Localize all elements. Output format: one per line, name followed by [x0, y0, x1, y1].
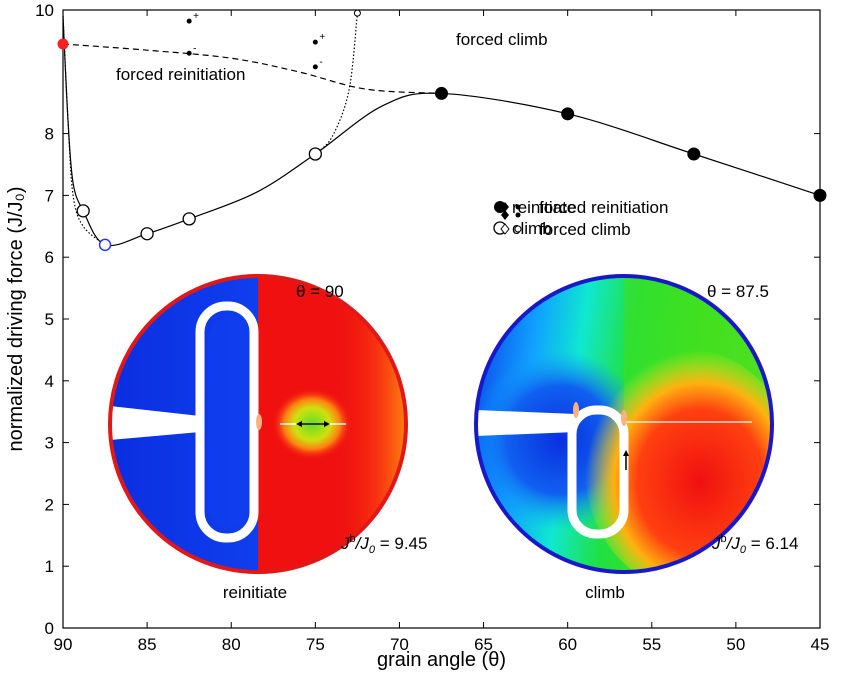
forced-sign: -	[319, 57, 322, 68]
legend-forced-reinitiation-label: forced reinitiation	[539, 198, 668, 217]
legend-reinitiate-icon	[494, 201, 506, 213]
forced-reinitiation-point	[186, 18, 192, 24]
forced-climb-point	[353, 9, 361, 17]
forced-reinitiation-point	[312, 39, 318, 45]
reinitiate-point	[561, 107, 575, 121]
inset-climb	[476, 276, 772, 572]
highlight-point-blue	[98, 238, 112, 252]
y-tick-label: 0	[45, 619, 54, 638]
inset-theta-label: θ = 90	[296, 282, 344, 301]
x-tick-label: 45	[811, 635, 830, 654]
inset-caption: reinitiate	[223, 583, 287, 602]
legend-diamond-plus	[501, 202, 509, 212]
legend-forced-climb-label: forced climb	[539, 220, 631, 239]
y-tick-label: 1	[45, 557, 54, 576]
climb-point	[182, 212, 196, 226]
x-tick-label: 80	[222, 635, 241, 654]
legend-reinitiate-label: reinitiate	[512, 198, 576, 217]
forced-climb-label: forced climb	[456, 30, 548, 49]
x-tick-label: 50	[726, 635, 745, 654]
y-tick-label: 5	[45, 310, 54, 329]
x-tick-label: 70	[390, 635, 409, 654]
x-axis-title: grain angle (θ)	[377, 649, 506, 671]
markers	[57, 9, 827, 252]
forced-climb-curve	[314, 13, 358, 155]
inset-ratio-label: Jb/J0 = 9.45	[340, 533, 427, 556]
left-dotted-curve	[62, 16, 106, 246]
forced-sign: +	[319, 32, 325, 43]
y-tick-label: 7	[45, 186, 54, 205]
x-tick-label: 90	[54, 635, 73, 654]
forced-reinitiation-point	[186, 50, 192, 56]
forced-sign: -	[193, 43, 196, 54]
x-tick-label: 65	[474, 635, 493, 654]
reinitiate-point	[435, 86, 448, 100]
y-tick-label: 8	[45, 125, 54, 144]
highlight-point-red	[57, 38, 69, 50]
y-tick-label: 3	[45, 434, 54, 453]
forced-sign: +	[193, 11, 199, 22]
legend-open-diamond	[500, 223, 510, 235]
x-tick-label: 85	[138, 635, 157, 654]
legend-diamond-minus	[501, 210, 509, 220]
inset-caption: climb	[585, 583, 625, 602]
legend-dot-minus	[515, 212, 521, 218]
inset-ratio-label: Jb/J0 = 6.14	[711, 533, 798, 556]
x-tick-label: 60	[558, 635, 577, 654]
inset-reinitiate-border	[108, 274, 408, 574]
climb-point	[76, 204, 90, 218]
y-tick-label: 10	[35, 1, 54, 20]
inset-theta-label: θ = 87.5	[707, 282, 769, 301]
y-tick-label: 2	[45, 495, 54, 514]
inset-climb-border	[474, 274, 774, 574]
legend-dot-plus	[515, 204, 521, 210]
reinitiate-point	[813, 188, 827, 202]
curves	[62, 13, 821, 247]
insets	[108, 274, 774, 574]
main-curve	[62, 16, 821, 247]
x-tick-label: 75	[306, 635, 325, 654]
climb-point	[140, 227, 154, 241]
reinitiate-point	[687, 147, 701, 161]
forced-reinitiation-point	[312, 64, 318, 70]
climb-point	[308, 147, 322, 161]
legend-climb-label: climb	[512, 219, 552, 238]
forced-reinitiation-label: forced reinitiation	[116, 65, 245, 84]
y-tick-label: 4	[45, 372, 54, 391]
forced-reinitiation-curve	[62, 43, 442, 95]
y-axis-title: normalized driving force (J/J₀)	[5, 186, 27, 451]
x-tick-label: 55	[642, 635, 661, 654]
legend-open-dot	[514, 225, 522, 233]
y-tick-label: 6	[45, 248, 54, 267]
